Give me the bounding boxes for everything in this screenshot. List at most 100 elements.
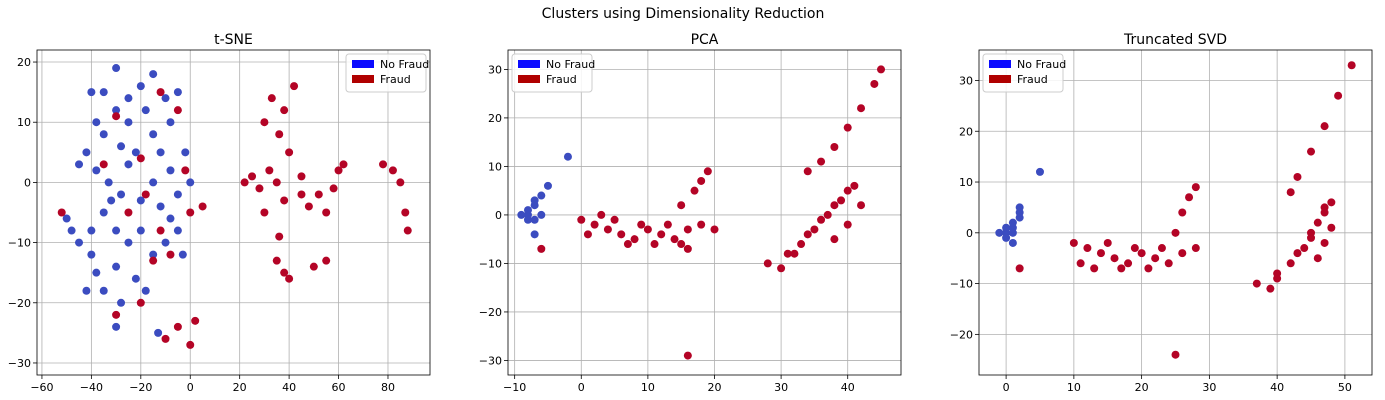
- pca-point-no-fraud: [523, 215, 532, 224]
- truncated-svd-point-no-fraud: [1035, 167, 1044, 176]
- t-sne-legend: No Fraud Fraud: [345, 53, 429, 93]
- pca-point-fraud: [677, 201, 686, 210]
- truncated-svd-ytick-label: 20: [959, 125, 973, 138]
- truncated-svd-point-fraud: [1191, 183, 1200, 192]
- t-sne-point-no-fraud: [117, 298, 126, 307]
- t-sne-point-fraud: [272, 178, 281, 187]
- pca-point-fraud: [797, 240, 806, 249]
- t-sne-point-fraud: [309, 262, 318, 271]
- pca-point-no-fraud: [537, 191, 546, 200]
- t-sne-point-fraud: [166, 250, 175, 259]
- t-sne-xtick-label: 20: [233, 381, 247, 394]
- t-sne-point-fraud: [314, 190, 323, 199]
- t-sne-point-no-fraud: [178, 250, 187, 259]
- t-sne-point-fraud: [260, 208, 269, 217]
- t-sne-ytick-label: 20: [17, 56, 31, 69]
- pca-legend-swatch-fraud: [518, 75, 540, 83]
- t-sne-point-fraud: [304, 202, 313, 211]
- pca-xtick-label: 40: [841, 381, 855, 394]
- t-sne-point-no-fraud: [186, 178, 195, 187]
- t-sne-point-fraud: [339, 160, 348, 169]
- t-sne-point-fraud: [136, 298, 145, 307]
- pca-point-fraud: [683, 244, 692, 253]
- pca-ytick-label: −30: [479, 354, 502, 367]
- truncated-svd-ytick-label: −10: [950, 278, 973, 291]
- pca-point-fraud: [623, 240, 632, 249]
- pca-point-fraud: [597, 210, 606, 219]
- t-sne-point-fraud: [290, 82, 299, 91]
- pca-point-fraud: [577, 215, 586, 224]
- truncated-svd-ytick-label: 0: [966, 227, 973, 240]
- t-sne-point-no-fraud: [156, 202, 165, 211]
- t-sne-point-no-fraud: [92, 268, 101, 277]
- t-sne-point-fraud: [280, 268, 289, 277]
- pca-ytick-label: 20: [488, 112, 502, 125]
- pca-point-fraud: [650, 240, 659, 249]
- pca-legend-swatch-no-fraud: [518, 60, 540, 68]
- pca-point-fraud: [690, 186, 699, 195]
- t-sne-point-fraud: [322, 256, 331, 265]
- t-sne-point-fraud: [198, 202, 207, 211]
- pca-point-no-fraud: [517, 210, 526, 219]
- t-sne-point-no-fraud: [104, 178, 113, 187]
- t-sne-point-fraud: [297, 190, 306, 199]
- t-sne-xtick-label: 80: [381, 381, 395, 394]
- truncated-svd-xtick-label: 40: [1270, 381, 1284, 394]
- pca-legend-label-fraud: Fraud: [546, 73, 577, 86]
- t-sne-point-fraud: [112, 112, 121, 121]
- truncated-svd-point-fraud: [1300, 244, 1309, 253]
- truncated-svd-point-fraud: [1307, 228, 1316, 237]
- pca-xtick-label: −10: [503, 381, 526, 394]
- pca-point-fraud: [843, 220, 852, 229]
- t-sne-point-no-fraud: [82, 286, 91, 295]
- truncated-svd-point-no-fraud: [1002, 233, 1011, 242]
- truncated-svd-point-no-fraud: [1008, 218, 1017, 227]
- pca-point-fraud: [697, 220, 706, 229]
- pca-point-no-fraud: [530, 215, 539, 224]
- pca-point-fraud: [817, 215, 826, 224]
- truncated-svd-legend-swatch-no-fraud: [989, 60, 1011, 68]
- t-sne-ytick-label: −30: [8, 357, 31, 370]
- truncated-svd-point-fraud: [1144, 264, 1153, 273]
- pca-point-fraud: [603, 225, 612, 234]
- t-sne-axes-frame: [36, 49, 431, 376]
- t-sne-ytick-label: 10: [17, 116, 31, 129]
- truncated-svd-point-fraud: [1320, 122, 1329, 131]
- t-sne-ytick-label: 0: [24, 176, 31, 189]
- t-sne-xtick-label: 40: [282, 381, 296, 394]
- t-sne-xtick-label: −20: [129, 381, 152, 394]
- pca-ytick-label: 0: [495, 209, 502, 222]
- t-sne-point-fraud: [173, 106, 182, 115]
- truncated-svd-legend-label-fraud: Fraud: [1017, 73, 1048, 86]
- truncated-svd-point-fraud: [1124, 259, 1133, 268]
- t-sne-point-no-fraud: [173, 190, 182, 199]
- truncated-svd-point-no-fraud: [1002, 223, 1011, 232]
- t-sne-legend-label-no-fraud: No Fraud: [380, 58, 429, 71]
- pca-point-fraud: [643, 225, 652, 234]
- pca-point-fraud: [677, 240, 686, 249]
- t-sne-point-no-fraud: [75, 160, 84, 169]
- t-sne-point-no-fraud: [117, 142, 126, 151]
- t-sne-point-fraud: [173, 322, 182, 331]
- truncated-svd-point-fraud: [1137, 249, 1146, 258]
- t-sne-point-fraud: [136, 154, 145, 163]
- truncated-svd-point-fraud: [1178, 208, 1187, 217]
- t-sne-point-no-fraud: [99, 88, 108, 97]
- t-sne-point-no-fraud: [161, 238, 170, 247]
- t-sne-point-fraud: [401, 208, 410, 217]
- pca-point-fraud: [683, 225, 692, 234]
- truncated-svd-point-no-fraud: [1008, 238, 1017, 247]
- t-sne-point-no-fraud: [99, 208, 108, 217]
- t-sne-point-no-fraud: [141, 106, 150, 115]
- t-sne-point-fraud: [267, 94, 276, 103]
- t-sne-point-no-fraud: [67, 226, 76, 235]
- t-sne-point-fraud: [156, 88, 165, 97]
- pca-point-fraud: [630, 235, 639, 244]
- t-sne-point-no-fraud: [107, 196, 116, 205]
- t-sne-point-fraud: [396, 178, 405, 187]
- truncated-svd-axes-frame: [978, 49, 1373, 376]
- pca-legend: No Fraud Fraud: [511, 53, 595, 93]
- truncated-svd-point-fraud: [1307, 147, 1316, 156]
- pca-point-fraud: [830, 143, 839, 152]
- pca-ytick-label: 10: [488, 160, 502, 173]
